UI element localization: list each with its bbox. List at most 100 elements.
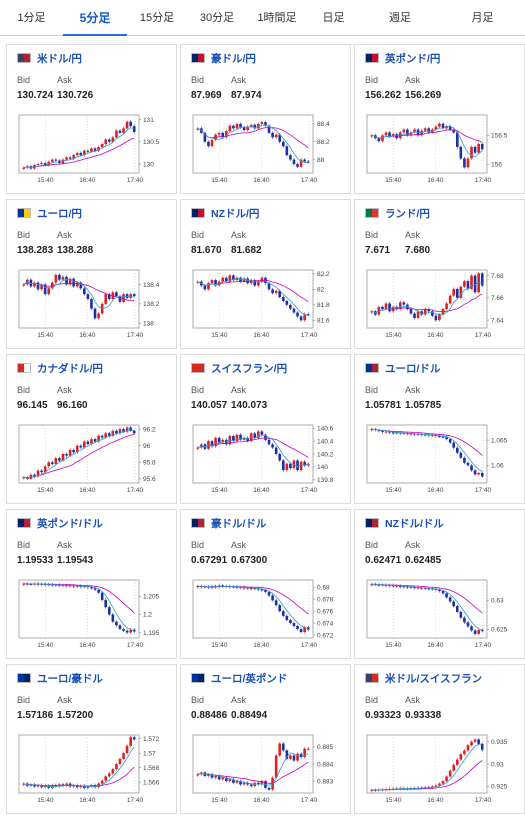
card-title[interactable]: ユーロ/豪ドル	[17, 670, 103, 686]
currency-pair-link[interactable]: ランド/円	[385, 207, 430, 220]
rate-card[interactable]: 英ポンド/ドル Bid Ask 1.19533 1.19543 1.205 1.2…	[6, 509, 177, 659]
candle-body	[445, 593, 448, 598]
candlestick-chart[interactable]: 1.205 1.2 1.195 15:40 16:40 17:40	[7, 572, 178, 658]
rate-card[interactable]: 米ドル/円 Bid Ask 130.724 130.726 131 130.5 13…	[6, 44, 177, 194]
rate-card[interactable]: NZドル/ドル Bid Ask 0.62471 0.62485 0.63 0.62…	[354, 509, 525, 659]
rate-card[interactable]: スイスフラン/円 Bid Ask 140.057 140.073 140.6 14…	[180, 354, 351, 504]
card-title[interactable]: 英ポンド/円	[365, 50, 440, 66]
card-title[interactable]: ランド/円	[365, 205, 430, 221]
tab-5[interactable]: 日足	[322, 12, 345, 24]
y-tick-label: 0.63	[491, 598, 504, 605]
candle-body	[210, 441, 214, 447]
card-title[interactable]: NZドル/ドル	[365, 515, 444, 531]
candlestick-chart[interactable]: 0.63 0.625 15:40 16:40 17:40	[355, 572, 525, 658]
candle-body	[459, 611, 463, 618]
currency-pair-link[interactable]: スイスフラン/円	[211, 362, 288, 375]
candlestick-chart[interactable]: 0.935 0.93 0.925 15:40 16:40 17:40	[355, 727, 525, 813]
candlestick-chart[interactable]: 88.4 88.2 88 15:40 16:40 17:40	[181, 107, 352, 193]
ask-value: 138.288	[57, 245, 94, 256]
currency-pair-link[interactable]: 米ドル/スイスフラン	[385, 672, 483, 685]
card-title[interactable]: 英ポンド/ドル	[17, 515, 103, 531]
rate-card[interactable]: 米ドル/スイスフラン Bid Ask 0.93323 0.93338 0.935…	[354, 664, 525, 814]
rate-card[interactable]: ユーロ/豪ドル Bid Ask 1.57186 1.57200 1.572 1.5…	[6, 664, 177, 814]
rate-card[interactable]: ユーロ/円 Bid Ask 138.283 138.288 138.4 138.2…	[6, 199, 177, 349]
currency-pair-link[interactable]: 豪ドル/円	[211, 52, 256, 65]
candle-body	[388, 431, 391, 433]
candle-body	[221, 132, 225, 138]
candlestick-chart[interactable]: 82.2 82 81.8 81.6 15:40 16:40 17:40	[181, 262, 352, 348]
y-tick-label: 96	[143, 443, 151, 450]
tab-3[interactable]: 30分足	[199, 12, 235, 24]
currency-pair-link[interactable]: ユーロ/英ポンド	[211, 672, 288, 685]
candlestick-chart[interactable]: 1.065 1.06 15:40 16:40 17:40	[355, 417, 525, 503]
candlestick-chart[interactable]: 131 130.5 130 15:40 16:40 17:40	[7, 107, 178, 193]
candle-body	[413, 129, 416, 133]
rate-card[interactable]: ランド/円 Bid Ask 7.671 7.680 7.68 7.66 7.64 15…	[354, 199, 525, 349]
bid-value: 130.724	[17, 90, 54, 101]
candle-body	[36, 282, 40, 290]
tab-6[interactable]: 週足	[389, 12, 411, 24]
x-tick-label: 17:40	[127, 797, 144, 804]
candle-body	[246, 278, 249, 284]
rate-card[interactable]: ユーロ/ドル Bid Ask 1.05781 1.05785 1.065 1.06…	[354, 354, 525, 504]
card-title[interactable]: カナダドル/円	[17, 360, 103, 376]
currency-pair-link[interactable]: 英ポンド/円	[385, 52, 441, 65]
rate-card[interactable]: 豪ドル/円 Bid Ask 87.969 87.974 88.4 88.2 88 15…	[180, 44, 351, 194]
card-title[interactable]: ユーロ/円	[17, 205, 82, 221]
card-title[interactable]: スイスフラン/円	[191, 360, 287, 376]
ask-label: Ask	[405, 385, 421, 395]
candle-body	[43, 284, 47, 295]
currency-pair-link[interactable]: ユーロ/円	[37, 207, 82, 220]
candle-body	[132, 737, 136, 740]
candlestick-chart[interactable]: 140.6 140.4 140.2 140 139.8 15:40 16:40 17:40	[181, 417, 352, 503]
tab-2[interactable]: 15分足	[139, 12, 175, 24]
rate-card[interactable]: ユーロ/英ポンド Bid Ask 0.88486 0.88494 0.885 0.…	[180, 664, 351, 814]
card-title[interactable]: NZドル/円	[191, 205, 259, 221]
currency-pair-link[interactable]: NZドル/円	[211, 207, 260, 220]
candle-body	[402, 302, 406, 305]
tab-0[interactable]: 1分足	[17, 12, 46, 24]
candle-body	[470, 626, 473, 631]
candle-body	[274, 755, 278, 778]
card-title[interactable]: 米ドル/スイスフラン	[365, 670, 482, 686]
card-title[interactable]: 米ドル/円	[17, 50, 82, 66]
card-title[interactable]: ユーロ/英ポンド	[191, 670, 287, 686]
tab-1[interactable]: 5分足	[63, 0, 127, 36]
currency-pair-link[interactable]: カナダドル/円	[37, 362, 103, 375]
currency-pair-link[interactable]: 英ポンド/ドル	[37, 517, 103, 530]
candlestick-chart[interactable]: 156.5 156 15:40 16:40 17:40	[355, 107, 525, 193]
y-tick-label: 138	[143, 320, 154, 327]
tab-4[interactable]: 1時間足	[257, 12, 297, 24]
rate-card[interactable]: 英ポンド/円 Bid Ask 156.262 156.269 156.5 156 1…	[354, 44, 525, 194]
card-title[interactable]: ユーロ/ドル	[365, 360, 440, 376]
currency-pair-link[interactable]: ユーロ/豪ドル	[37, 672, 103, 685]
card-title[interactable]: 豪ドル/ドル	[191, 515, 266, 531]
currency-pair-link[interactable]: NZドル/ドル	[385, 517, 444, 530]
candle-body	[58, 458, 61, 461]
candlestick-chart[interactable]: 1.572 1.57 1.568 1.566 15:40 16:40 17:40	[7, 727, 178, 813]
candlestick-chart[interactable]: 7.68 7.66 7.64 15:40 16:40 17:40	[355, 262, 525, 348]
card-title[interactable]: 豪ドル/円	[191, 50, 256, 66]
currency-pair-link[interactable]: 豪ドル/ドル	[211, 517, 267, 530]
currency-pair-link[interactable]: ユーロ/ドル	[385, 362, 441, 375]
rate-card[interactable]: カナダドル/円 Bid Ask 96.145 96.160 96.2 96 95.8…	[6, 354, 177, 504]
country-flag-icon	[365, 518, 379, 528]
ask-value: 7.680	[405, 245, 431, 256]
candlestick-chart[interactable]: 0.885 0.884 0.883 15:40 16:40 17:40	[181, 727, 352, 813]
candle-body	[232, 125, 235, 129]
rate-card[interactable]: NZドル/円 Bid Ask 81.670 81.682 82.2 82 81.8 8…	[180, 199, 351, 349]
tab-7[interactable]: 月足	[471, 12, 494, 24]
candle-body	[271, 595, 274, 601]
ma-long-line	[197, 437, 309, 458]
candlestick-chart[interactable]: 0.68 0.678 0.676 0.674 0.672 15:40 16:40 17:40	[181, 572, 352, 658]
y-tick-label: 156	[491, 162, 502, 169]
candlestick-chart[interactable]: 138.4 138.2 138 15:40 16:40 17:40	[7, 262, 178, 348]
bid-value: 156.262	[365, 90, 402, 101]
currency-pair-link[interactable]: 米ドル/円	[37, 52, 82, 65]
candle-body	[61, 454, 65, 461]
candle-body	[125, 427, 129, 432]
candle-body	[431, 588, 434, 590]
rate-card[interactable]: 豪ドル/ドル Bid Ask 0.67291 0.67300 0.68 0.678…	[180, 509, 351, 659]
x-tick-label: 17:40	[301, 487, 318, 494]
candlestick-chart[interactable]: 96.2 96 95.8 95.6 15:40 16:40 17:40	[7, 417, 178, 503]
